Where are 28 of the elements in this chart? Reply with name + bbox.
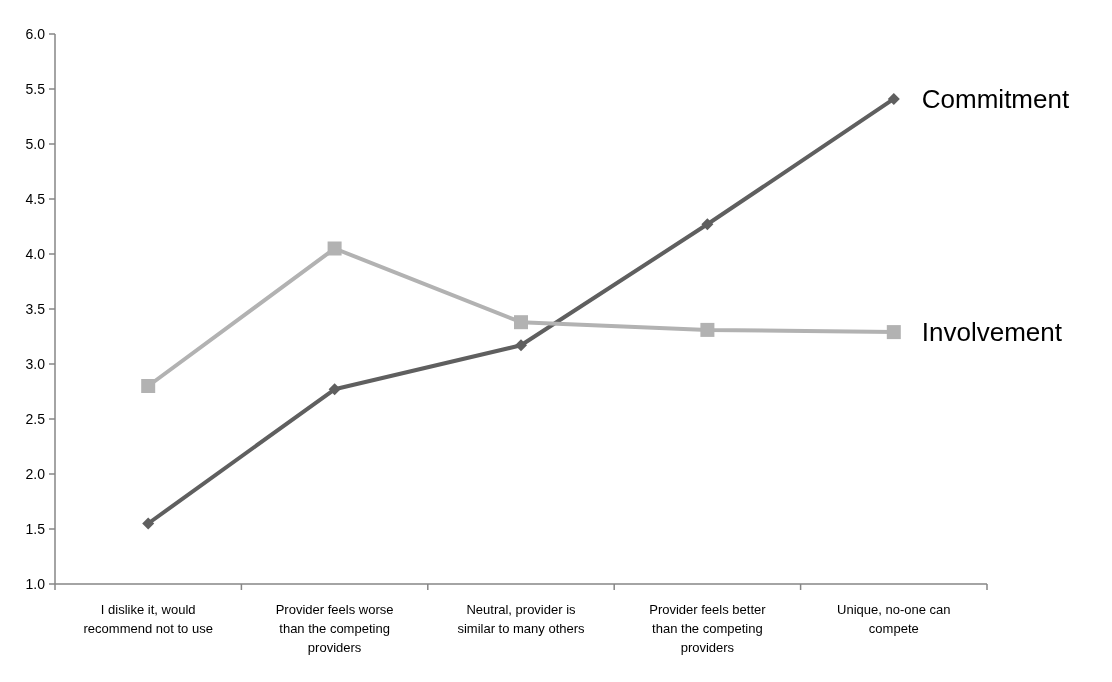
x-tick-label: Provider feels better than the competing providers [649,602,767,655]
y-tick-label: 5.5 [25,80,46,97]
point [700,322,715,337]
y-tick-label: 5.0 [25,135,46,152]
y-tick-label: 2.5 [25,410,46,427]
point [515,339,527,352]
x-tick-label: Neutral, provider is similar to many others [457,602,586,636]
y-tick-label: 3.5 [25,300,46,317]
point [886,325,901,340]
point [327,241,342,256]
y-tick-label: 4.0 [25,245,46,262]
y-tick-label: 2.0 [25,465,46,482]
x-tick-label: Provider feels worse than the competing providers [275,602,394,655]
series-label: Commitment [921,84,1070,114]
y-tick-label: 1.5 [25,520,46,537]
y-tick-label: 6.0 [25,25,46,42]
series-label: Involvement [921,317,1063,348]
y-tick-label: 3.0 [25,355,46,372]
y-tick-label: 4.5 [25,190,46,207]
x-tick-label: I dislike it, would recommend not to use [83,602,213,636]
point [142,517,155,530]
point [514,315,528,330]
y-tick-label: 1.0 [25,575,46,592]
point [887,92,900,105]
x-tick-label: Unique, no-one can compete [837,602,951,636]
point [141,379,156,393]
point [328,383,341,396]
point [701,218,714,231]
